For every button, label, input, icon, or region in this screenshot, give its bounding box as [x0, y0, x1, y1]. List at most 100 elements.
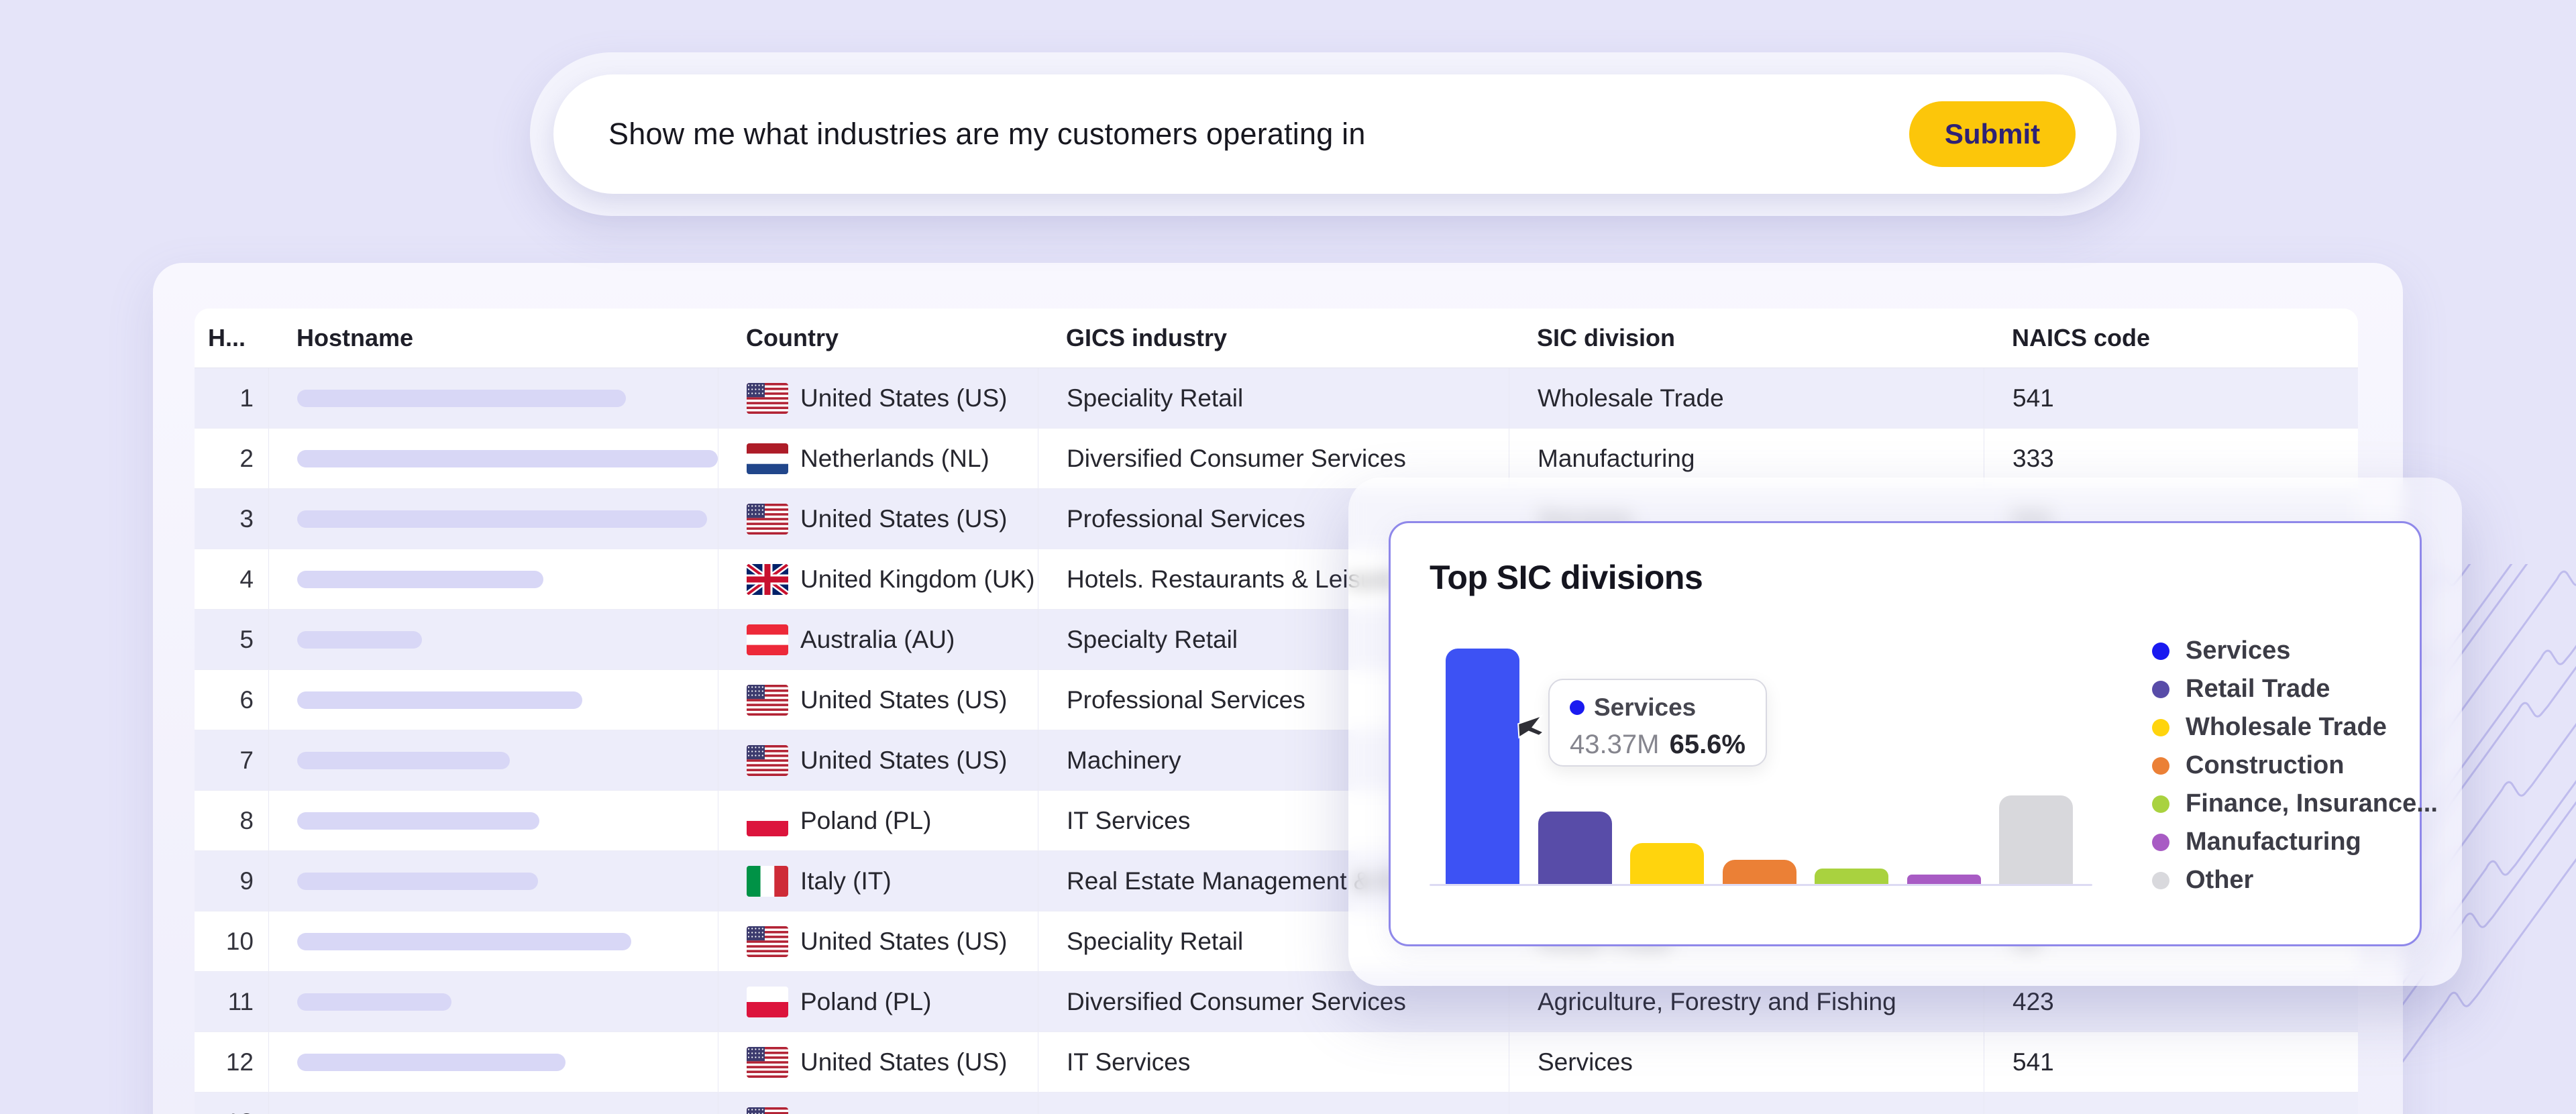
- country-cell: United States (US): [718, 368, 1038, 428]
- column-header-naics-code[interactable]: NAICS code: [2012, 324, 2151, 351]
- gics-industry-cell: Speciality Retail: [1038, 911, 1509, 971]
- hostname-cell: [268, 610, 718, 669]
- column-header-gics-industry[interactable]: GICS industry: [1066, 324, 1228, 351]
- legend-item-other[interactable]: Other: [2152, 861, 2438, 899]
- country-cell: [718, 1093, 1038, 1114]
- legend-item-wholesale-trade[interactable]: Wholesale Trade: [2152, 708, 2438, 746]
- sic-division-cell: Manufacturing: [1509, 429, 1984, 488]
- hostname-placeholder-bar: [297, 993, 451, 1011]
- legend-item-retail-trade[interactable]: Retail Trade: [2152, 670, 2438, 708]
- bar-services[interactable]: [1446, 649, 1519, 884]
- legend-label: Services: [2186, 636, 2291, 665]
- column-header-sic-division[interactable]: SIC division: [1537, 324, 1676, 351]
- row-number: 12: [225, 1048, 254, 1076]
- hostname-cell: [268, 429, 718, 488]
- chart-title: Top SIC divisions: [1430, 559, 1703, 596]
- bar-retail-trade[interactable]: [1538, 812, 1612, 884]
- row-number: 7: [239, 746, 254, 774]
- gics-industry-cell: IT Services: [1038, 791, 1509, 850]
- gics-industry-cell: IT Services: [1038, 1032, 1509, 1092]
- hostname-cell: [268, 1093, 718, 1114]
- hostname-placeholder-bar: [297, 570, 543, 588]
- gics-industry-cell: Specialty Retail: [1038, 610, 1509, 669]
- hostname-placeholder-bar: [297, 449, 718, 467]
- column-header-country[interactable]: Country: [746, 324, 839, 351]
- mouse-cursor-icon: [1517, 714, 1545, 739]
- hostname-placeholder-bar: [297, 389, 626, 407]
- legend-dot-icon: [2152, 642, 2169, 660]
- flag-uk-icon: [747, 563, 788, 595]
- column-header-hostname[interactable]: Hostname: [297, 324, 414, 351]
- gics-industry-cell: Diversified Consumer Services: [1038, 972, 1509, 1032]
- table-row[interactable]: 13: [195, 1093, 2358, 1114]
- hostname-cell: [268, 791, 718, 850]
- legend-label: Retail Trade: [2186, 675, 2330, 703]
- chart-card: Top SIC divisions Services Retail Trade Wh…: [1389, 521, 2438, 946]
- column-header-host[interactable]: H...: [208, 324, 246, 351]
- hostname-cell: [268, 1032, 718, 1092]
- legend-dot-icon: [2152, 680, 2169, 698]
- gics-industry-cell: Professional Services: [1038, 670, 1509, 730]
- sic-division-cell: Agriculture, Forestry and Fishing: [1509, 972, 1984, 1032]
- legend-label: Construction: [2186, 751, 2345, 779]
- country-label: United States (US): [800, 1048, 1008, 1076]
- country-label: Australia (AU): [800, 625, 955, 653]
- country-label: United States (US): [800, 504, 1008, 533]
- row-number: 6: [239, 685, 254, 714]
- bar-manufacturing[interactable]: [1907, 875, 1981, 884]
- country-label: Poland (PL): [800, 806, 932, 834]
- table-row[interactable]: 12 United States (US) IT Services Services 5…: [195, 1032, 2358, 1093]
- legend-label: Finance, Insurance...: [2186, 789, 2438, 818]
- hostname-placeholder-bar: [297, 630, 422, 649]
- bar-wholesale-trade[interactable]: [1630, 843, 1704, 884]
- tooltip-percent: 65.6%: [1669, 730, 1746, 759]
- hostname-placeholder-bar: [297, 510, 707, 528]
- legend-label: Manufacturing: [2186, 828, 2361, 856]
- hostname-cell: [268, 368, 718, 428]
- row-number: 3: [239, 504, 254, 533]
- country-cell: United States (US): [718, 730, 1038, 790]
- flag-us-icon: [747, 503, 788, 535]
- naics-code-cell: 423: [1984, 972, 2358, 1032]
- table-row[interactable]: 1 United States (US) Speciality Retail Whol…: [195, 368, 2358, 429]
- country-cell: United States (US): [718, 489, 1038, 549]
- sic-division-cell: Services: [1509, 1032, 1984, 1092]
- hostname-placeholder-bar: [297, 691, 582, 709]
- bar-other[interactable]: [1999, 795, 2073, 884]
- flag-it-icon: [747, 865, 788, 897]
- country-label: United States (US): [800, 746, 1008, 774]
- bar-finance-insurance[interactable]: [1815, 869, 1888, 884]
- legend-item-construction[interactable]: Construction: [2152, 746, 2438, 785]
- legend-item-services[interactable]: Services: [2152, 632, 2438, 670]
- legend-dot-icon: [2152, 833, 2169, 851]
- search-bar-container: Show me what industries are my customers…: [530, 52, 2140, 216]
- country-label: United States (US): [800, 384, 1008, 412]
- row-number: 11: [227, 987, 254, 1015]
- chart-legend: Services Retail Trade Wholesale Trade Const…: [2152, 632, 2438, 899]
- chart-baseline: [1430, 884, 2092, 886]
- gics-industry-cell: Machinery: [1038, 730, 1509, 790]
- flag-us-icon: [747, 744, 788, 776]
- hostname-placeholder-bar: [297, 932, 631, 950]
- legend-dot-icon: [2152, 795, 2169, 813]
- search-input[interactable]: Show me what industries are my customers…: [608, 117, 1366, 151]
- bar-chart: [1391, 523, 2095, 944]
- gics-industry-cell: Speciality Retail: [1038, 368, 1509, 428]
- naics-code-cell: 541: [1984, 368, 2358, 428]
- hostname-placeholder-bar: [297, 1053, 566, 1071]
- legend-label: Wholesale Trade: [2186, 713, 2387, 741]
- flag-nl-icon: [747, 443, 788, 474]
- flag-au-icon: [747, 624, 788, 655]
- chart-tooltip: Services 43.37M 65.6%: [1548, 679, 1767, 767]
- row-number: 4: [239, 565, 254, 593]
- gics-industry-cell: [1038, 1093, 1509, 1114]
- hostname-cell: [268, 972, 718, 1032]
- submit-button[interactable]: Submit: [1909, 101, 2076, 167]
- legend-item-manufacturing[interactable]: Manufacturing: [2152, 823, 2438, 861]
- country-label: Italy (IT): [800, 867, 892, 895]
- country-cell: Netherlands (NL): [718, 429, 1038, 488]
- hostname-cell: [268, 549, 718, 609]
- country-cell: Australia (AU): [718, 610, 1038, 669]
- bar-construction[interactable]: [1722, 860, 1796, 884]
- legend-item-finance-insurance[interactable]: Finance, Insurance...: [2152, 785, 2438, 823]
